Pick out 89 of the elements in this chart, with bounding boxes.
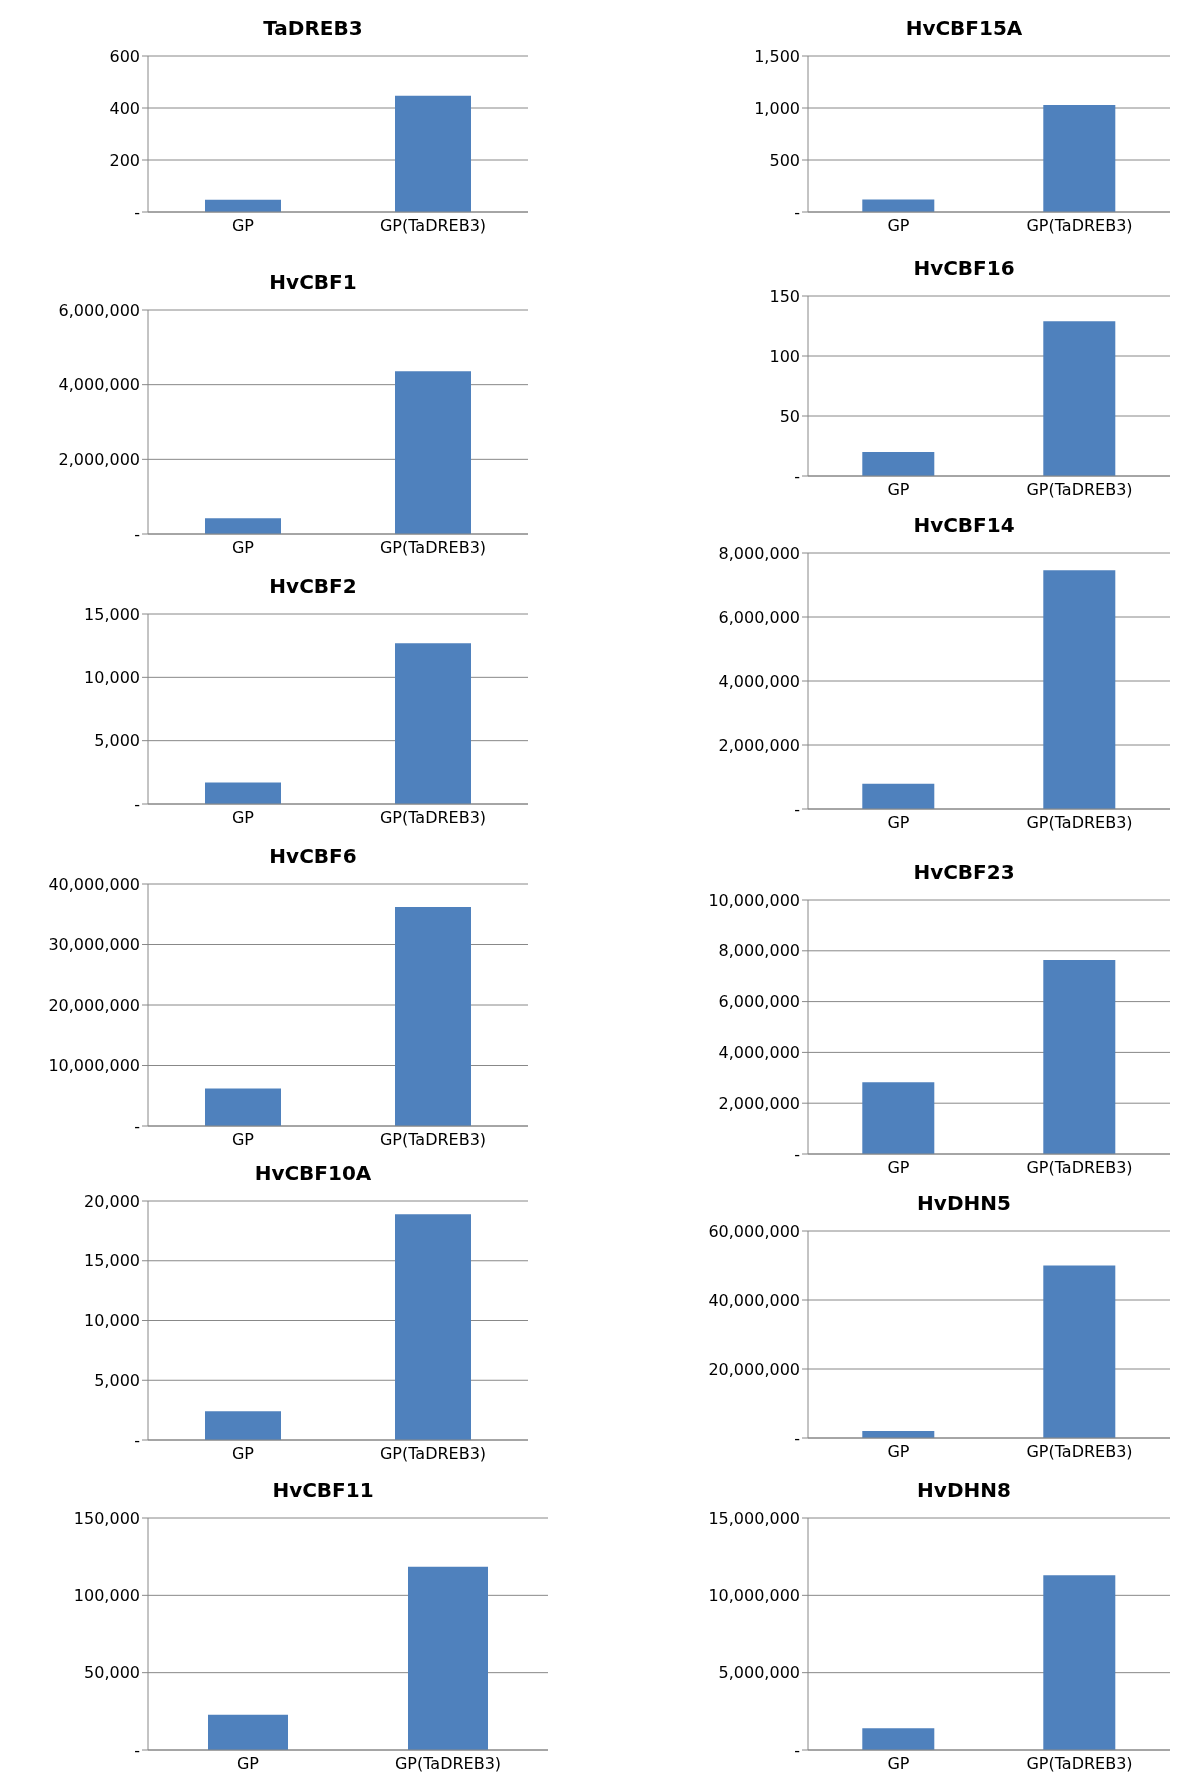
y-tick-label: - [794, 1428, 800, 1448]
y-tick-label: 500 [769, 150, 800, 170]
x-tick-label: GP [231, 538, 255, 558]
y-tick-label: 10,000 [84, 1311, 140, 1331]
x-tick-label: GP [231, 216, 255, 236]
y-tick-label: - [794, 799, 800, 819]
y-tick-label: 15,000 [84, 1251, 140, 1271]
chart-title: HvCBF2 [268, 574, 358, 598]
y-tick-label: 8,000,000 [718, 543, 800, 563]
y-tick-label: 10,000 [84, 668, 140, 688]
x-tick-label: GP [887, 216, 910, 236]
y-tick-label: 15,000,000 [708, 1508, 800, 1528]
y-tick-label: 150 [769, 286, 800, 306]
y-tick-label: 6,000,000 [718, 992, 800, 1012]
y-tick-label: 10,000,000 [708, 890, 800, 910]
y-tick-label: 150,000 [73, 1508, 140, 1528]
chart-title: HvDHN8 [916, 1478, 1012, 1502]
x-tick-label: GP(TaDREB3) [1026, 1442, 1133, 1462]
y-tick-label: 400 [109, 98, 140, 118]
y-tick-label: 50 [779, 406, 800, 426]
x-tick-label: GP [887, 813, 910, 833]
chart-title: HvCBF10A [253, 1161, 373, 1185]
y-tick-label: 5,000 [94, 1370, 140, 1390]
x-tick-label: GP [231, 1130, 255, 1150]
x-tick-label: GP(TaDREB3) [379, 1444, 487, 1464]
x-tick-label: GP [887, 480, 910, 500]
y-tick-label: 5,000,000 [718, 1663, 800, 1683]
y-tick-label: 100,000 [73, 1586, 140, 1606]
y-tick-label: 40,000,000 [708, 1290, 800, 1310]
y-tick-label: - [794, 1144, 800, 1164]
y-tick-label: 200 [109, 150, 140, 170]
chart-title: HvCBF23 [912, 860, 1016, 884]
chart-title: HvCBF16 [912, 256, 1016, 280]
y-tick-label: - [134, 1430, 140, 1450]
y-tick-label: 40,000,000 [48, 874, 140, 894]
x-tick-label: GP(TaDREB3) [1026, 216, 1133, 236]
y-tick-label: 60,000,000 [708, 1221, 800, 1241]
x-tick-label: GP(TaDREB3) [1026, 480, 1133, 500]
y-tick-label: - [134, 524, 140, 544]
y-tick-label: 10,000,000 [708, 1586, 800, 1606]
y-tick-label: - [794, 1740, 800, 1760]
x-tick-label: GP(TaDREB3) [1026, 1754, 1133, 1774]
x-tick-label: GP(TaDREB3) [1026, 813, 1133, 833]
x-tick-label: GP(TaDREB3) [379, 216, 487, 236]
y-tick-label: 20,000 [84, 1191, 140, 1211]
x-tick-label: GP [231, 1444, 255, 1464]
y-tick-label: 4,000,000 [718, 1043, 800, 1063]
y-tick-label: - [134, 202, 140, 222]
y-tick-label: 1,000 [754, 98, 800, 118]
x-tick-label: GP(TaDREB3) [379, 538, 487, 558]
y-tick-label: 6,000,000 [718, 607, 800, 627]
y-tick-label: 4,000,000 [718, 671, 800, 691]
x-tick-label: GP [236, 1754, 260, 1774]
chart-title: HvCBF14 [912, 513, 1016, 537]
y-tick-label: 6,000,000 [58, 300, 140, 320]
y-tick-label: 30,000,000 [48, 935, 140, 955]
y-tick-label: 100 [769, 346, 800, 366]
y-tick-label: 15,000 [84, 604, 140, 624]
y-tick-label: 2,000,000 [718, 1093, 800, 1113]
y-tick-label: 4,000,000 [58, 375, 140, 395]
x-tick-label: GP(TaDREB3) [394, 1754, 502, 1774]
y-tick-label: 2,000,000 [718, 735, 800, 755]
x-tick-label: GP(TaDREB3) [1026, 1158, 1133, 1178]
chart-title: TaDREB3 [262, 16, 364, 40]
y-tick-label: 8,000,000 [718, 941, 800, 961]
chart-title: HvCBF1 [268, 270, 358, 294]
x-tick-label: GP [887, 1442, 910, 1462]
y-tick-label: 2,000,000 [58, 450, 140, 470]
y-tick-label: - [134, 1116, 140, 1136]
y-tick-label: 1,500 [754, 46, 800, 66]
y-tick-label: 10,000,000 [48, 1056, 140, 1076]
chart-title: HvCBF15A [904, 16, 1024, 40]
y-tick-label: - [794, 466, 800, 486]
y-tick-label: - [794, 202, 800, 222]
y-tick-label: - [134, 794, 140, 814]
y-tick-label: 20,000,000 [708, 1359, 800, 1379]
x-tick-label: GP [887, 1158, 910, 1178]
x-tick-label: GP(TaDREB3) [379, 808, 487, 828]
x-tick-label: GP [231, 808, 255, 828]
y-tick-label: 50,000 [84, 1663, 140, 1683]
y-tick-label: 5,000 [94, 731, 140, 751]
x-tick-label: GP(TaDREB3) [379, 1130, 487, 1150]
y-tick-label: - [134, 1740, 140, 1760]
y-tick-label: 600 [109, 46, 140, 66]
chart-title: HvDHN5 [916, 1191, 1012, 1215]
chart-title: HvCBF6 [268, 844, 358, 868]
x-tick-label: GP [887, 1754, 910, 1774]
y-tick-label: 20,000,000 [48, 995, 140, 1015]
chart-title: HvCBF11 [271, 1478, 375, 1502]
